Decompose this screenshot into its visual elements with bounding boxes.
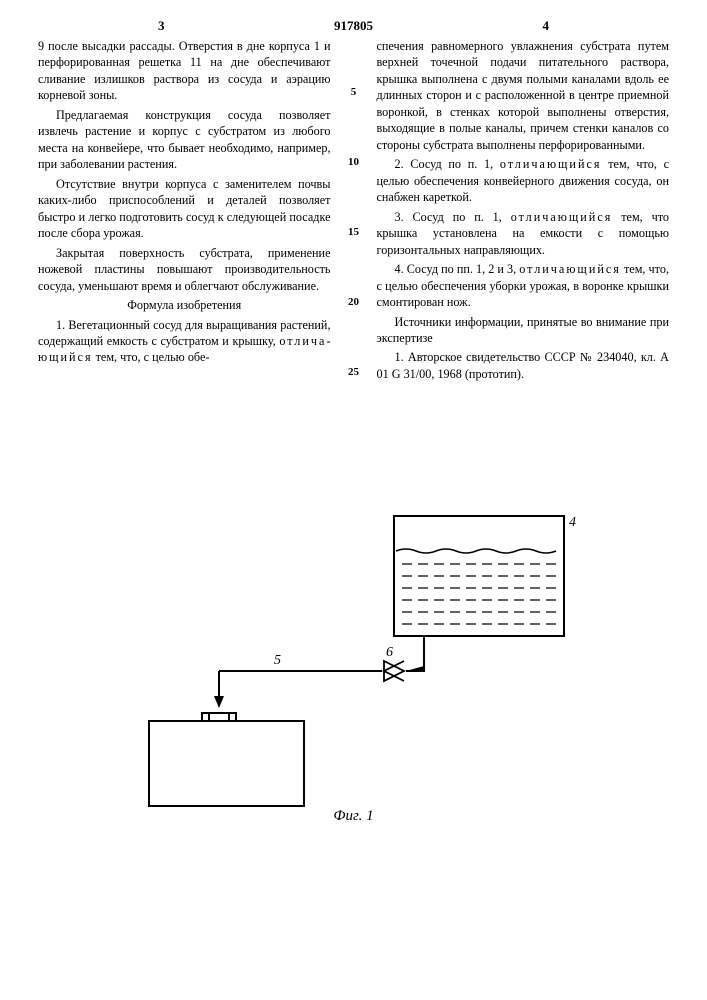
tank-label: 4 (569, 515, 576, 530)
para: Отсутствие внутри корпуса с заменителем … (38, 176, 331, 242)
text: 4. Сосуд по пп. 1, 2 и 3, (395, 262, 520, 276)
emphasis: отлича­ющийся (511, 210, 613, 224)
page-num-right: 4 (543, 18, 550, 34)
line-num: 15 (348, 226, 359, 238)
claims-title: Формула изобретения (38, 297, 331, 313)
text: 2. Сосуд по п. 1, (395, 157, 500, 171)
diagram-svg: 4 6 5 (124, 496, 584, 816)
arrowhead-icon (214, 696, 224, 708)
text: 3. Сосуд по п. 1, (395, 210, 511, 224)
line-num: 5 (351, 86, 357, 98)
page-header: 3 917805 4 (38, 18, 669, 34)
right-column: спечения равномерного увлажнения субстра… (377, 38, 670, 436)
figure-1: 4 6 5 (38, 496, 669, 816)
page-num-left: 3 (158, 18, 165, 34)
valve-label: 6 (386, 645, 393, 660)
para: 1. Авторское свидетельство СССР № 234040… (377, 349, 670, 382)
para: Предлагаемая конструкция сосуда позволяе… (38, 107, 331, 173)
text: тем, что, с целью обе- (93, 350, 210, 364)
para: Закрытая поверхность субстрата, применен… (38, 245, 331, 294)
left-column: 9 после высадки рассады. Отверстия в дне… (38, 38, 331, 436)
para: 3. Сосуд по п. 1, отлича­ющийся тем, что… (377, 209, 670, 258)
para: спечения равномерного увлажнения субстра… (377, 38, 670, 153)
emphasis: отлича­ющийся (500, 157, 602, 171)
pipe-label: 5 (274, 653, 281, 668)
para: 1. Вегетационный сосуд для выращивания р… (38, 317, 331, 366)
line-number-gutter: 5 10 15 20 25 (345, 38, 363, 436)
para: Источники информации, принятые во вниман… (377, 314, 670, 347)
text-columns: 9 после высадки рассады. Отверстия в дне… (38, 38, 669, 436)
tank (394, 516, 564, 636)
line-num: 25 (348, 366, 359, 378)
line-num: 20 (348, 296, 359, 308)
line-num: 10 (348, 156, 359, 168)
doc-number: 917805 (334, 18, 373, 34)
para: 4. Сосуд по пп. 1, 2 и 3, отли­чающийся … (377, 261, 670, 310)
emphasis: отли­чающийся (519, 262, 621, 276)
valve-icon (344, 661, 424, 681)
para: 2. Сосуд по п. 1, отлича­ющийся тем, что… (377, 156, 670, 205)
vessel (149, 713, 304, 806)
para: 9 после высадки рассады. Отверстия в дне… (38, 38, 331, 104)
patent-page: 3 917805 4 9 после высадки рассады. Отве… (0, 0, 707, 825)
